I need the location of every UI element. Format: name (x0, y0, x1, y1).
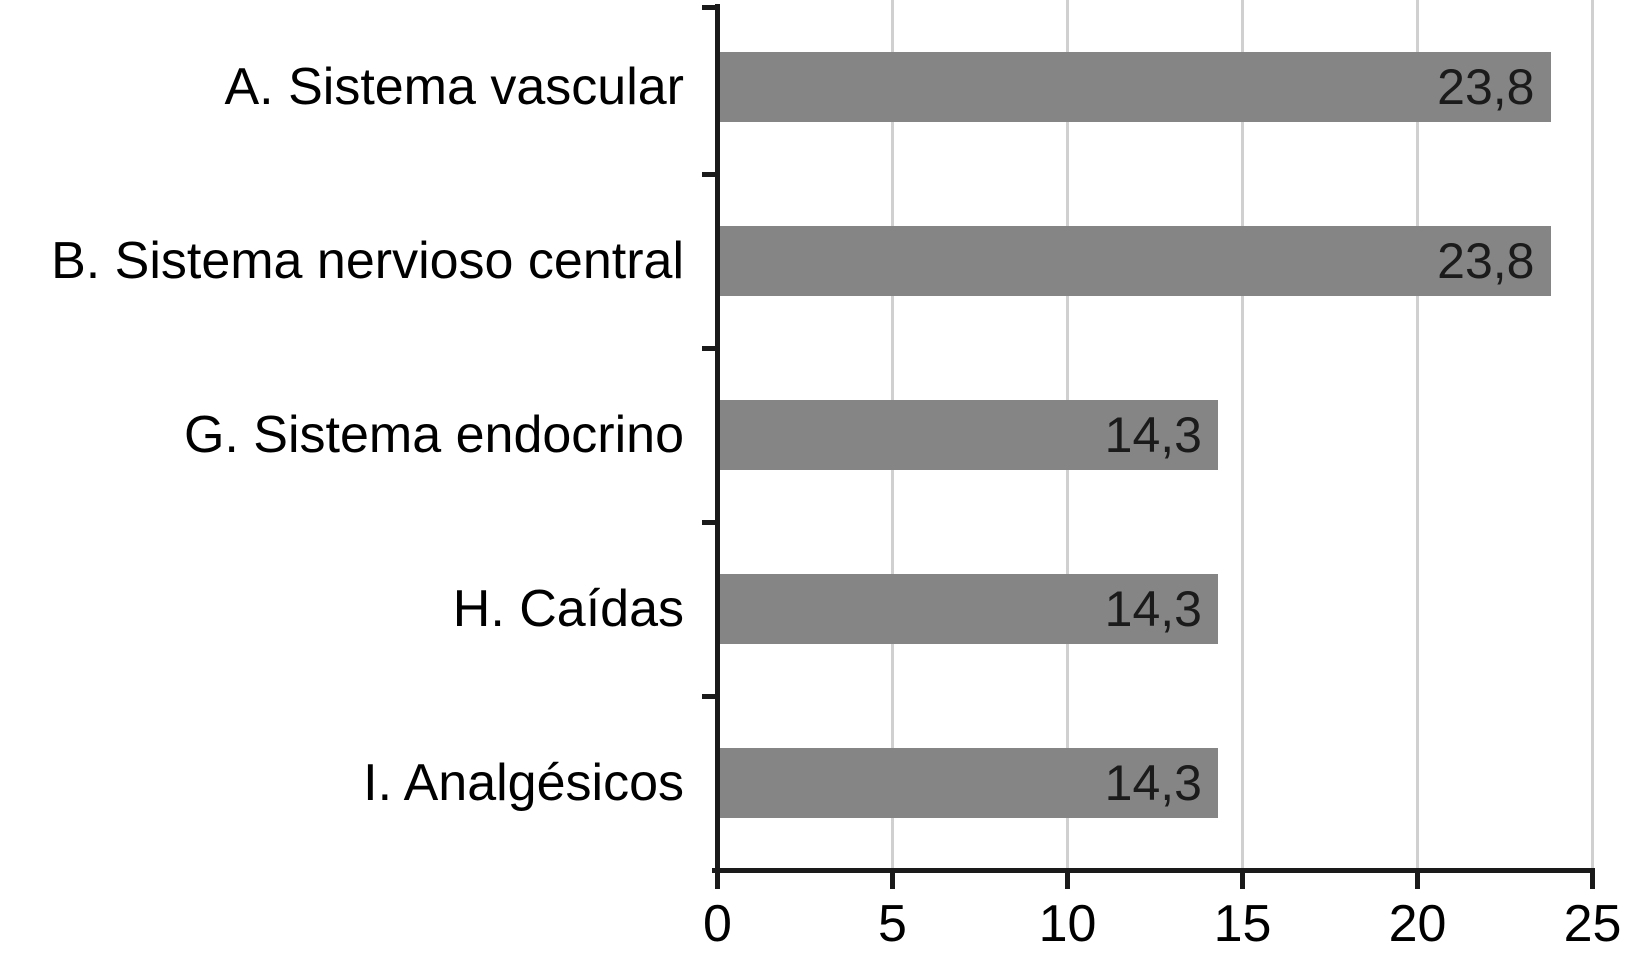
x-axis-tick (1065, 868, 1070, 889)
bar-value-label: 14,3 (1104, 755, 1202, 811)
gridline-x-25 (1591, 0, 1594, 870)
x-tick-label: 20 (1388, 895, 1447, 953)
y-axis-tick (702, 4, 715, 10)
bar: 23,8 (717, 52, 1551, 122)
category-label: G. Sistema endocrino (183, 406, 684, 464)
bar: 14,3 (717, 400, 1218, 470)
bar: 23,8 (717, 226, 1551, 296)
y-axis-tick (702, 519, 715, 525)
x-tick-label: 25 (1563, 895, 1622, 953)
bar: 14,3 (717, 748, 1218, 818)
x-axis-line (712, 868, 1595, 873)
y-axis-line (715, 4, 720, 875)
x-axis-tick (715, 868, 720, 889)
x-axis-tick (890, 868, 895, 889)
bar: 14,3 (717, 574, 1218, 644)
x-tick-label: 15 (1213, 895, 1272, 953)
category-label: A. Sistema vascular (224, 58, 685, 116)
x-tick-label: 0 (703, 895, 732, 953)
bar-value-label: 14,3 (1104, 407, 1202, 463)
bar-value-label: 23,8 (1437, 59, 1535, 115)
bar-value-label: 23,8 (1437, 233, 1535, 289)
x-axis-tick (1415, 868, 1420, 889)
category-label: B. Sistema nervioso central (51, 232, 684, 290)
category-label: H. Caídas (452, 580, 684, 638)
x-axis-tick (1240, 868, 1245, 889)
bar-value-label: 14,3 (1104, 581, 1202, 637)
x-tick-label: 5 (878, 895, 907, 953)
x-tick-label: 10 (1038, 895, 1097, 953)
y-axis-tick (702, 693, 715, 699)
y-axis-tick (702, 171, 715, 177)
x-axis-tick (1590, 868, 1595, 889)
y-axis-tick (702, 345, 715, 351)
gridline-x-15 (1241, 0, 1244, 870)
category-label: I. Analgésicos (363, 754, 684, 812)
gridline-x-20 (1416, 0, 1419, 870)
